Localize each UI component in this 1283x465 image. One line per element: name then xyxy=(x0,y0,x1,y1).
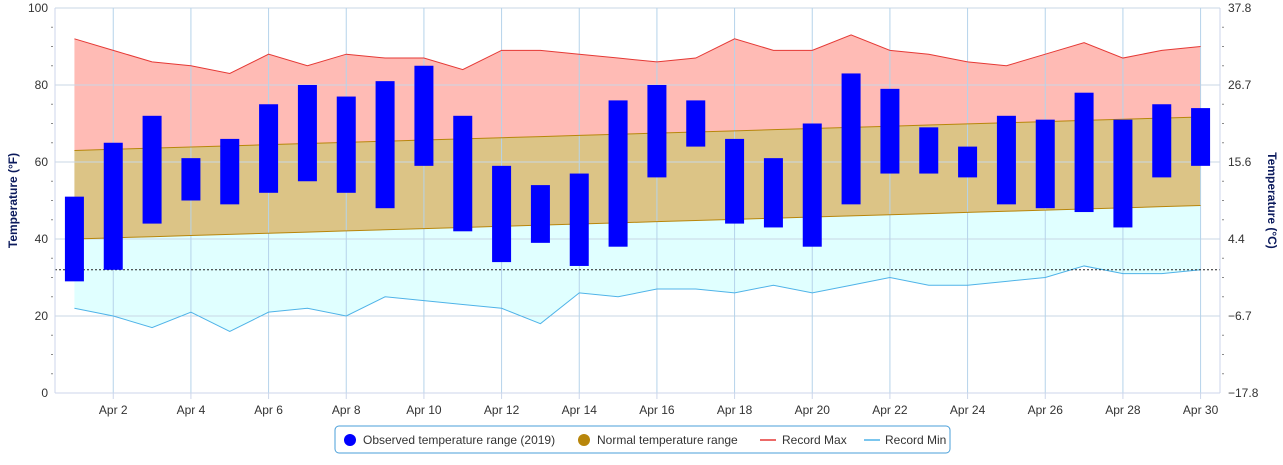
observed-range-bar xyxy=(880,88,900,174)
x-tick-label: Apr 26 xyxy=(1028,403,1064,417)
observed-range-bar xyxy=(958,146,978,178)
observed-range-bar xyxy=(1035,119,1055,209)
x-tick-label: Apr 30 xyxy=(1183,403,1219,417)
legend-marker-normal xyxy=(578,434,590,446)
observed-range-bar xyxy=(996,115,1016,205)
y2-axis-title: Temperature (°C) xyxy=(1265,152,1279,249)
y-tick-label: 60 xyxy=(35,155,49,169)
observed-range-bar xyxy=(375,81,395,209)
x-tick-label: Apr 28 xyxy=(1105,403,1141,417)
observed-range-bar xyxy=(725,138,745,224)
observed-range-bar xyxy=(647,85,667,178)
observed-range-bar xyxy=(1191,108,1211,166)
observed-range-bar xyxy=(297,85,317,182)
observed-range-bar xyxy=(530,185,550,243)
observed-range-bar xyxy=(802,123,822,247)
observed-bars xyxy=(64,65,1211,282)
area-fills xyxy=(74,34,1201,332)
x-tick-label: Apr 22 xyxy=(872,403,908,417)
observed-range-bar xyxy=(181,158,201,201)
y2-tick-label: 4.4 xyxy=(1228,232,1245,246)
x-tick-label: Apr 2 xyxy=(99,403,128,417)
observed-range-bar xyxy=(259,104,279,193)
observed-range-bar xyxy=(64,196,84,282)
y-tick-label: 40 xyxy=(35,232,49,246)
observed-range-bar xyxy=(919,127,939,174)
y-tick-label: 80 xyxy=(35,78,49,92)
observed-range-bar xyxy=(414,65,434,166)
x-tick-label: Apr 14 xyxy=(562,403,598,417)
observed-range-bar xyxy=(608,100,628,247)
legend: Observed temperature range (2019) Normal … xyxy=(334,425,951,454)
y-axis-title: Temperature (°F) xyxy=(6,153,20,248)
y-tick-label: 20 xyxy=(35,309,49,323)
legend-label-record-max: Record Max xyxy=(782,433,847,447)
y-tick-label: 100 xyxy=(28,1,48,15)
y2-tick-label: −6.7 xyxy=(1228,309,1252,323)
legend-label-normal: Normal temperature range xyxy=(597,433,738,447)
observed-range-bar xyxy=(1152,104,1172,178)
normal-range-band xyxy=(74,116,1201,239)
normal-low-line xyxy=(74,205,1201,240)
y2-tick-label: 37.8 xyxy=(1228,1,1252,15)
x-tick-label: Apr 4 xyxy=(177,403,206,417)
observed-range-bar xyxy=(142,115,162,224)
y2-tick-label: −17.8 xyxy=(1228,386,1259,400)
record-min-line xyxy=(74,265,1201,332)
observed-range-bar xyxy=(686,100,706,147)
record-max-line xyxy=(74,34,1201,74)
legend-label-record-min: Record Min xyxy=(885,433,946,447)
legend-box xyxy=(334,425,951,454)
observed-range-bar xyxy=(220,138,240,205)
observed-range-bar xyxy=(492,165,512,263)
x-tick-label: Apr 12 xyxy=(484,403,520,417)
observed-range-bar xyxy=(763,158,783,228)
record-min-band xyxy=(74,205,1201,332)
legend-label-observed: Observed temperature range (2019) xyxy=(363,433,555,447)
x-tick-label: Apr 20 xyxy=(795,403,831,417)
observed-range-bar xyxy=(841,73,861,205)
x-tick-label: Apr 8 xyxy=(332,403,361,417)
observed-range-bar xyxy=(453,115,473,232)
observed-range-bar xyxy=(1074,92,1094,213)
observed-range-bar xyxy=(103,142,123,270)
y2-tick-label: 15.6 xyxy=(1228,155,1252,169)
x-tick-label: Apr 6 xyxy=(254,403,283,417)
x-tick-label: Apr 10 xyxy=(406,403,442,417)
legend-marker-observed xyxy=(344,434,356,446)
y2-tick-label: 26.7 xyxy=(1228,78,1252,92)
x-tick-label: Apr 16 xyxy=(639,403,675,417)
x-tick-label: Apr 24 xyxy=(950,403,986,417)
observed-range-bar xyxy=(336,96,356,193)
observed-range-bar xyxy=(1113,119,1133,228)
observed-range-bar xyxy=(569,173,589,266)
x-tick-label: Apr 18 xyxy=(717,403,753,417)
record-max-band xyxy=(74,34,1201,151)
y-tick-label: 0 xyxy=(41,386,48,400)
axes: 0 20 40 60 80 100 −17.8 −6.7 4.4 15.6 26.7 37.8 Apr … xyxy=(6,1,1279,417)
